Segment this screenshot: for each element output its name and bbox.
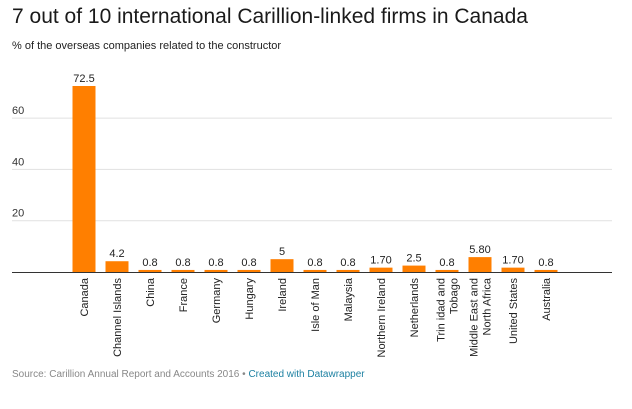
bar-chart: 20 40 60 72.5 Canada 4.2 Channel Islands 0.8 Chi… [12,73,612,358]
source-note: Source: Carillion Annual Report and Acco… [12,369,240,380]
x-axis-label: Hungary [244,278,256,320]
x-axis-label: China [145,277,157,307]
x-axis-label: Isle of Man [310,278,322,332]
y-tick-label: 60 [12,105,24,117]
x-axis-label: Channel Islands [112,278,124,357]
value-label: 72.5 [73,73,94,85]
value-label: 0.8 [175,257,190,269]
value-label: 0.8 [538,257,553,269]
bar-2 [138,269,162,272]
value-label: 2.5 [406,253,421,265]
value-label: 0.8 [439,257,454,269]
bar-4 [204,269,228,272]
x-axis-label: Ireland [277,278,289,312]
x-axis-label: Tobago [449,278,461,314]
value-label: 0.8 [340,257,355,269]
x-axis-label: Canada [79,277,91,316]
value-label: 0.8 [241,257,256,269]
bar-7 [303,269,327,272]
value-label: 1.70 [502,255,523,267]
datawrapper-credit-link[interactable]: Created with Datawrapper [248,369,365,380]
chart-footer: Source: Carillion Annual Report and Acco… [12,369,365,380]
bar-5 [237,269,261,272]
x-axis-label: Australia [541,277,553,321]
x-axis-label: Middle East and [469,278,481,357]
x-axis-label: France [178,278,190,312]
bar-3 [171,269,195,272]
bar-1 [105,261,129,272]
y-tick-label: 40 [12,156,24,168]
x-axis-label: United States [508,278,520,345]
value-label: 5.80 [469,244,490,256]
bar-10 [402,265,426,272]
value-label: 1.70 [370,255,391,267]
value-label: 0.8 [208,257,223,269]
bar-11 [435,269,459,272]
value-label: 0.8 [142,257,157,269]
bar-8 [336,269,360,272]
bar-6 [270,259,294,272]
chart-title: 7 out of 10 international Carillion-link… [12,5,528,28]
x-axis-label: North Africa [482,277,494,335]
value-label: 0.8 [307,257,322,269]
y-tick-label: 20 [12,208,24,220]
x-axis-label: Malaysia [343,277,355,321]
x-axis-label: Northern Ireland [376,278,388,358]
x-axis-label: Germany [211,278,223,324]
footer-separator: • [242,369,246,380]
bar-14 [534,269,558,272]
value-label: 5 [279,246,285,258]
chart-subtitle: % of the overseas companies related to t… [12,40,282,52]
bar-12 [468,257,492,272]
value-label: 4.2 [109,248,124,260]
bar-9 [369,267,393,272]
x-axis-label: Trin idad and [436,278,448,342]
bar-0 [72,86,96,272]
x-axis-label: Netherlands [409,278,421,338]
bar-13 [501,267,525,272]
